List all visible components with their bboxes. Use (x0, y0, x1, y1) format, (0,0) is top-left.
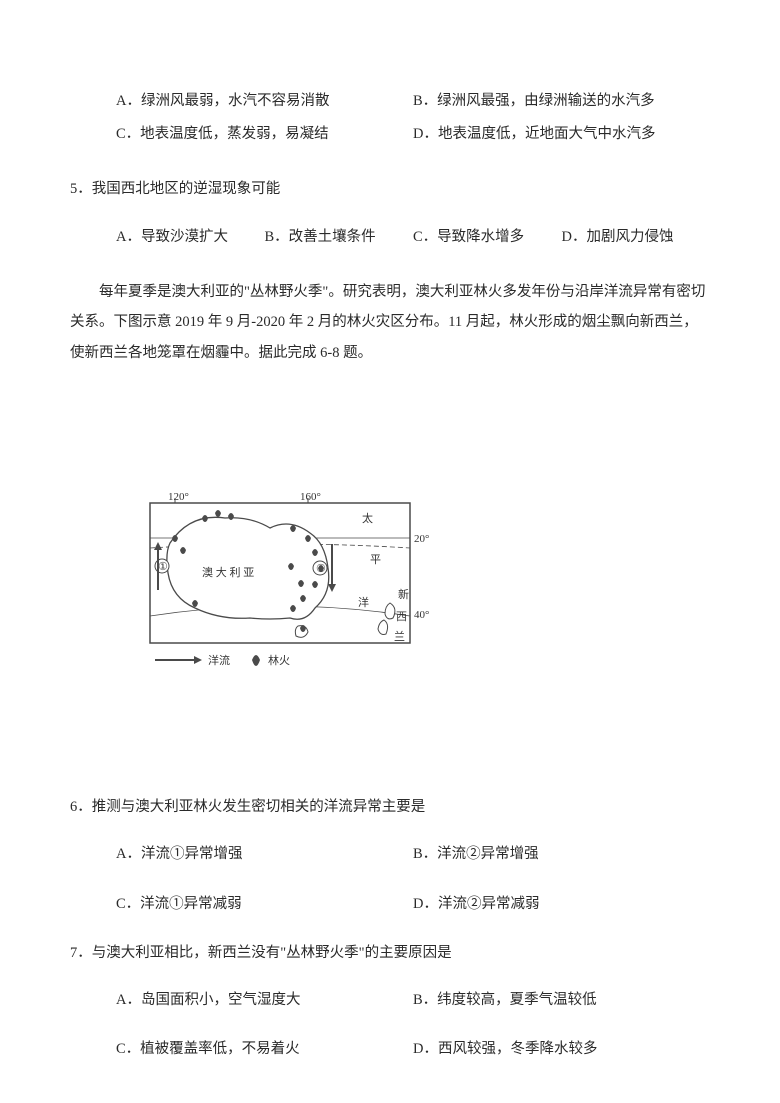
legend-fire: 林火 (268, 653, 290, 667)
q6-stem: 6．推测与澳大利亚林火发生密切相关的洋流异常主要是 (70, 796, 710, 819)
q4-option-a: A．绿洲风最弱，水汽不容易消散 (116, 90, 413, 113)
q7-stem: 7．与澳大利亚相比，新西兰没有"丛林野火季"的主要原因是 (70, 942, 710, 965)
q5-option-d: D．加剧风力侵蚀 (562, 226, 711, 249)
q7-option-c: C．植被覆盖率低，不易着火 (116, 1038, 413, 1061)
q5-option-c: C．导致降水增多 (413, 226, 562, 249)
lat-20: 20° (414, 533, 429, 545)
legend-current: 洋流 (208, 653, 230, 667)
q5-options: A．导致沙漠扩大 B．改善土壤条件 C．导致降水增多 D．加剧风力侵蚀 (70, 226, 710, 249)
q5-option-a: A．导致沙漠扩大 (116, 226, 265, 249)
q4-options-row1: A．绿洲风最弱，水汽不容易消散 B．绿洲风最强，由绿洲输送的水汽多 (70, 90, 710, 113)
lon-160: 160° (300, 491, 321, 503)
q6-row1: A．洋流①异常增强 B．洋流②异常增强 (70, 843, 710, 866)
map-figure: 120° 160° 20° 40° 澳 大 利 亚 ① ② (140, 488, 710, 686)
nz-xin: 新 (398, 587, 409, 601)
q4-options-row2: C．地表温度低，蒸发弱，易凝结 D．地表温度低，近地面大气中水汽多 (70, 123, 710, 146)
q5-stem: 5．我国西北地区的逆湿现象可能 (70, 178, 710, 201)
q4-option-d: D．地表温度低，近地面大气中水汽多 (413, 123, 710, 146)
lon-120: 120° (168, 491, 189, 503)
q7-row1: A．岛国面积小，空气湿度大 B．纬度较高，夏季气温较低 (70, 989, 710, 1012)
q6-row2: C．洋流①异常减弱 D．洋流②异常减弱 (70, 893, 710, 916)
q7-option-d: D．西风较强，冬季降水较多 (413, 1038, 710, 1061)
q4-option-b: B．绿洲风最强，由绿洲输送的水汽多 (413, 90, 710, 113)
ocean-ping: 平 (370, 554, 381, 566)
passage-text: 每年夏季是澳大利亚的"丛林野火季"。研究表明，澳大利亚林火多发年份与沿岸洋流异常… (70, 277, 710, 368)
marker-1: ① (158, 561, 168, 573)
q6-option-d: D．洋流②异常减弱 (413, 893, 710, 916)
nz-lan: 兰 (394, 630, 405, 643)
australia-map-svg: 120° 160° 20° 40° 澳 大 利 亚 ① ② (140, 488, 430, 678)
lat-40: 40° (414, 609, 429, 621)
ocean-yang: 洋 (358, 595, 369, 609)
q7-option-b: B．纬度较高，夏季气温较低 (413, 989, 710, 1012)
q5-option-b: B．改善土壤条件 (265, 226, 414, 249)
q4-option-c: C．地表温度低，蒸发弱，易凝结 (116, 123, 413, 146)
ocean-tai: 太 (362, 512, 373, 525)
q7-row2: C．植被覆盖率低，不易着火 D．西风较强，冬季降水较多 (70, 1038, 710, 1061)
q6-option-a: A．洋流①异常增强 (116, 843, 413, 866)
q7-option-a: A．岛国面积小，空气湿度大 (116, 989, 413, 1012)
nz-xi: 西 (396, 611, 407, 623)
q6-option-b: B．洋流②异常增强 (413, 843, 710, 866)
q6-option-c: C．洋流①异常减弱 (116, 893, 413, 916)
country-label: 澳 大 利 亚 (202, 565, 254, 579)
